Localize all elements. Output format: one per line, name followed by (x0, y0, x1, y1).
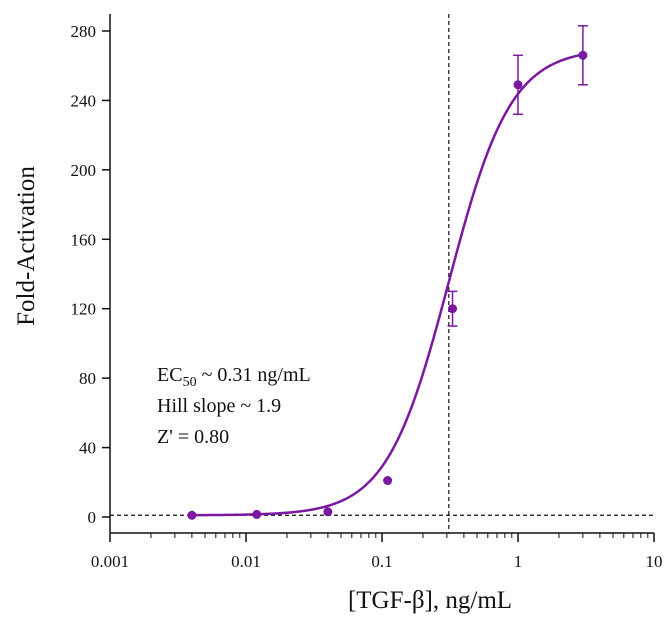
y-tick-label: 80 (79, 369, 96, 388)
data-point (578, 50, 588, 60)
y-tick-label: 280 (71, 22, 97, 41)
y-tick-label: 240 (71, 91, 97, 110)
y-axis-title: Fold-Activation (13, 166, 40, 326)
data-point (252, 509, 262, 519)
x-axis-title: [TGF-β], ng/mL (348, 587, 512, 614)
x-ticks: 0.001 0.01 0.1 1 10 (91, 533, 663, 571)
y-tick-label: 40 (79, 439, 96, 458)
y-tick-label: 0 (88, 508, 97, 527)
data-point (323, 507, 333, 517)
ec50-subscript: 50 (183, 375, 197, 390)
y-tick-label: 160 (71, 230, 97, 249)
x-tick-label: 1 (514, 552, 523, 571)
fit-curve-group (191, 53, 584, 517)
x-tick-label: 10 (646, 552, 663, 571)
x-tick-label: 0.01 (231, 552, 261, 571)
y-ticks: 0 40 80 120 160 200 240 280 (71, 22, 110, 527)
data-point (187, 510, 197, 520)
data-point (383, 476, 393, 486)
data-point (448, 304, 458, 314)
x-tick-label: 0.1 (371, 552, 392, 571)
z-prime-annotation: Z' = 0.80 (157, 426, 229, 448)
ec50-suffix: ~ 0.31 ng/mL (197, 364, 311, 386)
data-points (187, 25, 588, 520)
fit-curve (191, 53, 584, 517)
ec50-annotation: EC50 ~ 0.31 ng/mL (157, 364, 311, 390)
ec50-prefix: EC (157, 364, 183, 386)
data-point (513, 80, 523, 90)
x-tick-label: 0.001 (91, 552, 129, 571)
ref-lines (110, 14, 654, 533)
hill-slope-annotation: Hill slope ~ 1.9 (157, 395, 281, 417)
y-tick-label: 200 (71, 161, 97, 180)
y-tick-label: 120 (71, 300, 97, 319)
